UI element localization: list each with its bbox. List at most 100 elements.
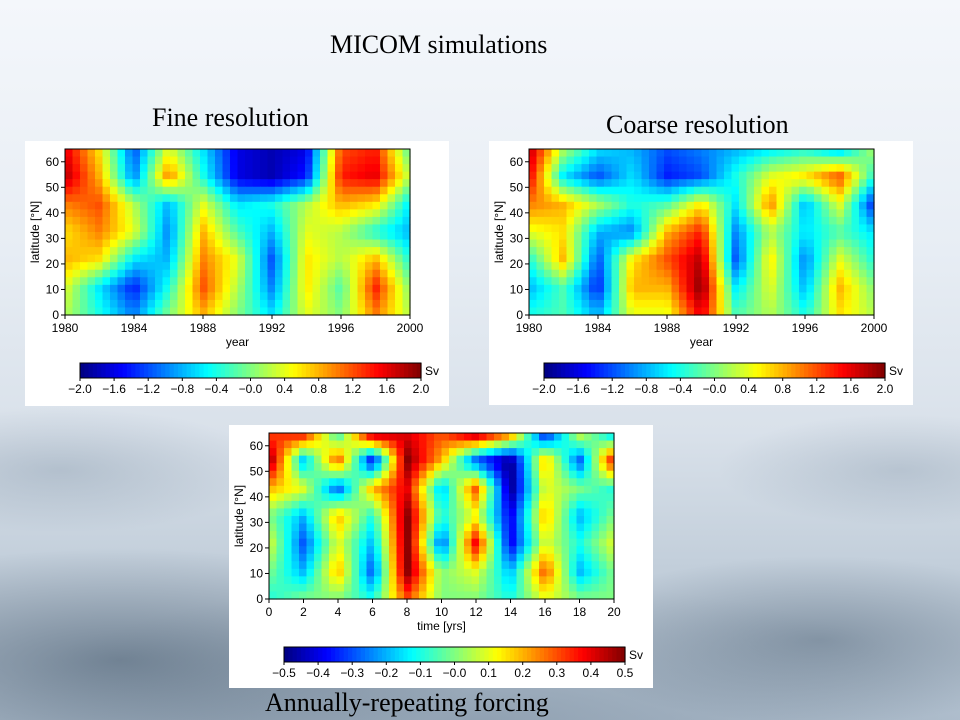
heatmap-cell [536,254,545,263]
colorbar-swatch [284,363,290,378]
heatmap-cell [329,433,338,442]
heatmap-cell [72,269,81,278]
colorbar-swatch [114,363,119,378]
heatmap-cell [551,277,560,286]
heatmap-cell [599,455,608,464]
heatmap-cell [701,277,710,286]
heatmap-cell [426,531,435,540]
heatmap-cell [694,201,703,210]
heatmap-cell [641,254,650,263]
colorbar-swatch [859,363,865,378]
heatmap-cell [372,164,381,173]
heatmap-cell [299,470,308,479]
heatmap-cell [546,470,555,479]
heatmap-cell [731,277,740,286]
heatmap-cell [320,171,329,180]
colorbar-tick-label: −2.0 [68,382,92,396]
heatmap-cell [291,591,300,600]
heatmap-cell [305,194,314,203]
heatmap-cell [284,493,293,502]
heatmap-cell [554,531,563,540]
heatmap-cell [359,523,368,532]
heatmap-cell [866,292,875,301]
heatmap-cell [561,508,570,517]
heatmap-cell [434,455,443,464]
colorbar-swatch [403,647,409,662]
heatmap-cell [486,448,495,457]
heatmap-cell [192,171,201,180]
heatmap-cell [606,508,615,517]
heatmap-cell [844,156,853,165]
heatmap-cell [551,299,560,309]
heatmap-cell [230,232,239,241]
heatmap-cell [230,269,239,278]
heatmap-cell [396,455,405,464]
heatmap-cell [634,292,643,301]
heatmap-cell [245,254,254,263]
y-tick-label: 0 [52,308,59,322]
heatmap-cell [694,209,703,218]
heatmap-cell [584,568,593,577]
heatmap-cell [626,299,635,309]
heatmap-cell [402,201,411,210]
heatmap-cell [237,201,246,210]
heatmap-cell [102,247,111,256]
heatmap-cell [162,201,171,210]
heatmap-cell [434,478,443,487]
heatmap-cell [434,561,443,570]
heatmap-cell [731,171,740,180]
heatmap-cell [200,149,209,158]
heatmap-cell [396,583,405,593]
heatmap-cell [419,440,428,449]
heatmap-cell [395,307,404,316]
colorbar-swatch [229,363,235,378]
heatmap-cell [754,277,763,286]
heatmap-cell [306,553,315,562]
heatmap-cell [634,262,643,271]
colorbar-swatch [757,363,762,378]
heatmap-cell [357,149,366,158]
heatmap-cell [125,247,134,256]
heatmap-cell [664,269,673,278]
colorbar-swatch [786,363,792,378]
heatmap-cell [441,508,450,517]
heatmap-cell [222,299,231,309]
heatmap-cell [656,277,665,286]
heatmap-cell [574,201,583,210]
heatmap-cell [694,149,703,158]
heatmap-cell [434,485,443,494]
heatmap-cell [147,284,156,293]
heatmap-cell [207,292,216,301]
heatmap-cell [716,292,725,301]
heatmap-cell [185,186,194,195]
x-axis-label: year [690,335,713,349]
heatmap-cell [374,583,383,593]
heatmap-cell [606,568,615,577]
heatmap-cell [276,485,285,494]
heatmap-cell [806,194,815,203]
heatmap-cell [836,186,845,195]
heatmap-cell [350,186,359,195]
heatmap-cell [357,247,366,256]
x-tick-label: 1980 [52,321,79,335]
heatmap-cell [275,247,284,256]
heatmap-cell [479,493,488,502]
heatmap-cell [599,440,608,449]
heatmap-cell [581,179,590,188]
heatmap-cell [381,553,390,562]
heatmap-cell [359,500,368,510]
heatmap-cell [731,209,740,218]
heatmap-cell [524,576,533,585]
heatmap-cell [701,224,710,233]
heatmap-cell [829,149,838,158]
heatmap-cell [110,239,119,248]
heatmap-cell [634,209,643,218]
heatmap-cell [626,201,635,210]
heatmap-cell [350,262,359,271]
colorbar-tick-label: −0.4 [205,382,229,396]
heatmap-cell [192,156,201,165]
heatmap-cell [329,463,338,472]
colorbar-swatch [458,647,464,662]
heatmap-cell [649,216,658,226]
heatmap-cell [170,171,179,180]
